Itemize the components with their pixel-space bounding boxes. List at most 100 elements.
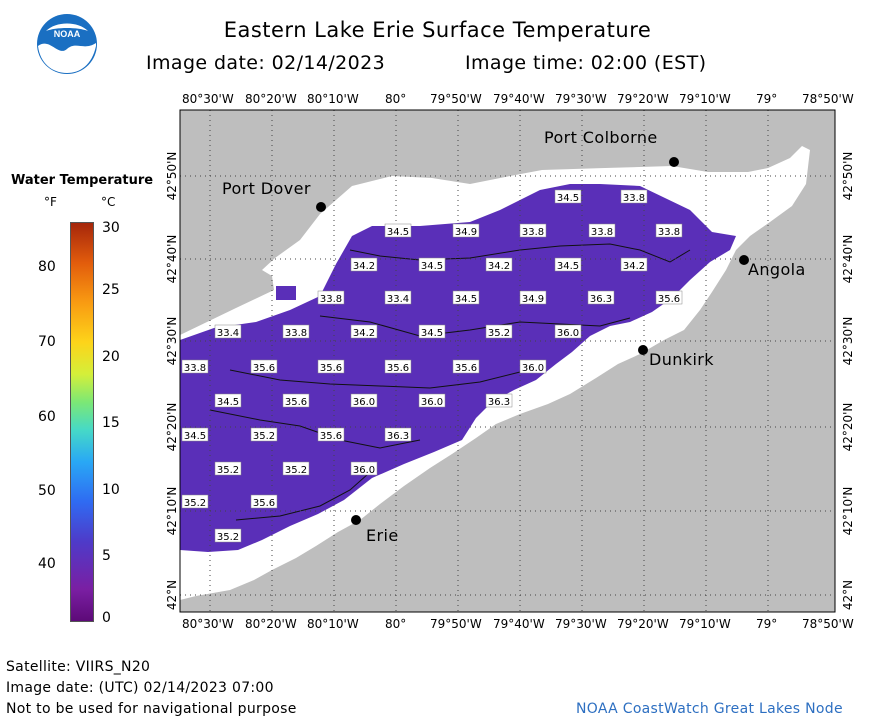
lon-label-bottom: 80°20'W xyxy=(245,617,297,631)
unit-fahrenheit: °F xyxy=(44,195,57,209)
temperature-label: 34.5 xyxy=(418,324,446,339)
temperature-value: 34.5 xyxy=(387,227,409,238)
c-tick: 15 xyxy=(102,415,120,431)
temperature-label-box xyxy=(181,494,209,509)
c-tick: 20 xyxy=(102,349,120,365)
map-frame xyxy=(179,109,836,613)
temperature-label: 33.8 xyxy=(519,223,547,238)
temperature-label-box xyxy=(282,461,310,476)
lon-label-bottom: 79° xyxy=(756,617,778,631)
temperature-label-box xyxy=(485,257,513,272)
temperature-value: 35.6 xyxy=(253,498,275,509)
temperature-label-box xyxy=(250,427,278,442)
temperature-label-box xyxy=(418,324,446,339)
erie-marker[interactable] xyxy=(351,515,361,525)
temperature-value: 34.2 xyxy=(488,261,510,272)
temperature-value: 34.5 xyxy=(557,261,579,272)
temperature-label: 35.6 xyxy=(317,359,345,374)
temperature-label: 35.6 xyxy=(250,494,278,509)
lon-label-bottom: 80° xyxy=(385,617,407,631)
temperature-value: 35.6 xyxy=(455,363,477,374)
temperature-value: 35.2 xyxy=(217,532,239,543)
image-date: Image date: 02/14/2023 xyxy=(146,52,386,74)
lon-label-top: 79°40'W xyxy=(493,92,545,106)
temperature-label: 33.4 xyxy=(214,324,242,339)
temperature-label: 35.6 xyxy=(282,393,310,408)
temperature-label: 34.5 xyxy=(384,223,412,238)
temperature-value: 34.5 xyxy=(184,431,206,442)
temperature-label: 35.2 xyxy=(214,461,242,476)
temperature-label: 34.5 xyxy=(452,290,480,305)
lon-label-top: 79°20'W xyxy=(617,92,669,106)
temperature-value: 34.9 xyxy=(522,294,544,305)
temperature-value: 34.9 xyxy=(455,227,477,238)
f-tick: 60 xyxy=(38,409,56,425)
temperature-label-box xyxy=(519,290,547,305)
temperature-value: 33.4 xyxy=(217,328,239,339)
temperature-label: 36.0 xyxy=(418,393,446,408)
temperature-value: 35.6 xyxy=(253,363,275,374)
temperature-label-box xyxy=(554,189,582,204)
c-tick: 30 xyxy=(102,220,120,236)
temperature-label: 33.8 xyxy=(620,189,648,204)
lon-label-top: 80°30'W xyxy=(182,92,234,106)
temperature-value: 33.8 xyxy=(184,363,206,374)
city-label-port-colborne: Port Colborne xyxy=(544,128,658,147)
f-tick: 80 xyxy=(38,259,56,275)
temperature-value: 36.0 xyxy=(353,465,375,476)
temperature-label: 35.2 xyxy=(485,324,513,339)
temperature-label-box xyxy=(350,393,378,408)
temperature-value: 35.2 xyxy=(184,498,206,509)
temperature-label: 34.5 xyxy=(181,427,209,442)
temperature-label: 36.3 xyxy=(485,393,513,408)
temperature-label: 34.2 xyxy=(350,257,378,272)
temperature-contour xyxy=(235,473,369,521)
temperature-label-box xyxy=(317,427,345,442)
temperature-label-box xyxy=(452,290,480,305)
c-tick: 25 xyxy=(102,282,120,298)
temperature-value: 35.2 xyxy=(217,465,239,476)
temperature-value: 36.0 xyxy=(522,363,544,374)
city-label-dunkirk: Dunkirk xyxy=(649,350,714,369)
temperature-label-box xyxy=(452,359,480,374)
temperature-value: 35.6 xyxy=(285,397,307,408)
temperature-label-box xyxy=(519,359,547,374)
temperature-label-box xyxy=(418,393,446,408)
temperature-label-box xyxy=(350,257,378,272)
port-dover-marker[interactable] xyxy=(316,202,326,212)
temperature-label: 35.6 xyxy=(250,359,278,374)
temperature-label: 36.0 xyxy=(350,393,378,408)
temperature-label: 35.6 xyxy=(384,359,412,374)
temperature-label-box xyxy=(250,359,278,374)
city-label-erie: Erie xyxy=(366,526,399,545)
temperature-label-box xyxy=(519,223,547,238)
temperature-value: 35.2 xyxy=(285,465,307,476)
f-tick: 40 xyxy=(38,556,56,572)
temperature-value: 36.0 xyxy=(353,397,375,408)
city-label-port-dover: Port Dover xyxy=(222,179,311,198)
temperature-label: 35.6 xyxy=(317,427,345,442)
temperature-value: 35.6 xyxy=(320,363,342,374)
noaa-logo: NOAA xyxy=(37,14,97,74)
temperature-label-box xyxy=(655,290,683,305)
temperature-label-box xyxy=(655,223,683,238)
temperature-label-box xyxy=(214,528,242,543)
temperature-label: 33.8 xyxy=(282,324,310,339)
temperature-label-box xyxy=(554,324,582,339)
temperature-label-box xyxy=(485,324,513,339)
port-colborne-marker[interactable] xyxy=(669,157,679,167)
angola-marker[interactable] xyxy=(739,255,749,265)
temperature-label: 36.0 xyxy=(554,324,582,339)
temperature-label: 33.4 xyxy=(384,290,412,305)
f-tick: 70 xyxy=(38,334,56,350)
temperature-value: 36.3 xyxy=(488,397,510,408)
lon-label-top: 79°30'W xyxy=(555,92,607,106)
temperature-value: 33.8 xyxy=(591,227,613,238)
temperature-colorbar xyxy=(70,222,94,622)
dunkirk-marker[interactable] xyxy=(638,345,648,355)
source-node: NOAA CoastWatch Great Lakes Node xyxy=(576,701,843,717)
temperature-label: 34.5 xyxy=(418,257,446,272)
temperature-label-box xyxy=(317,290,345,305)
lon-label-top: 79° xyxy=(756,92,778,106)
